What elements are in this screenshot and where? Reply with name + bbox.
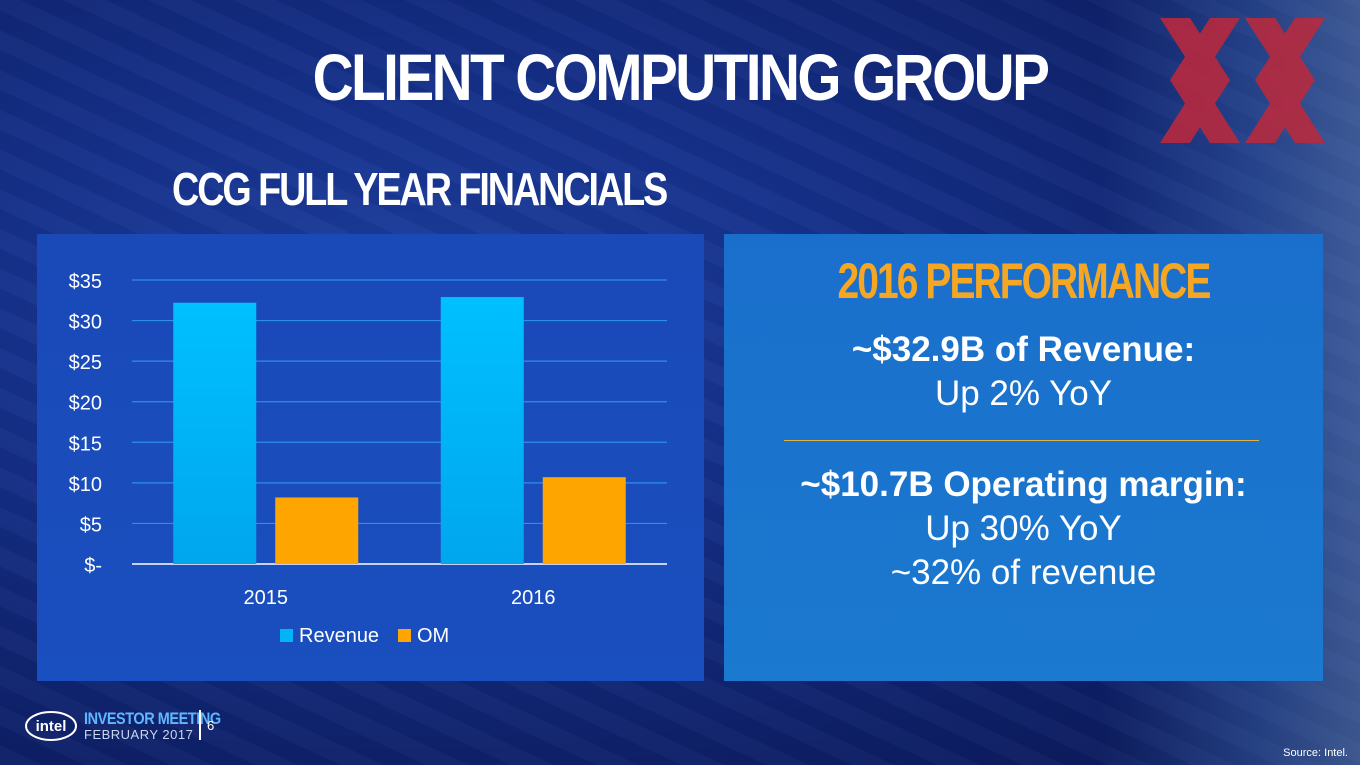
slide-title: CLIENT COMPUTING GROUP xyxy=(312,40,1050,114)
legend-label-revenue: Revenue xyxy=(299,625,379,647)
om-detail: Up 30% YoY xyxy=(925,509,1122,548)
y-tick-label: $- xyxy=(84,555,102,577)
event-date: FEBRUARY 2017 xyxy=(84,727,194,742)
footer-separator xyxy=(199,710,201,740)
y-tick-label: $25 xyxy=(69,352,102,374)
performance-heading: 2016 PERFORMANCE xyxy=(837,253,1212,309)
bar-om-2015 xyxy=(275,497,359,564)
event-name: INVESTOR MEETING xyxy=(84,709,221,728)
bar-om-2016 xyxy=(542,477,626,564)
chart-panel: $- $5 $10 $15 $20 $25 $30 $35 2015 2016 Revenue OM xyxy=(37,234,704,681)
performance-panel: 2016 PERFORMANCE ~$32.9B of Revenue: Up … xyxy=(724,234,1323,681)
page-number: 6 xyxy=(207,718,215,733)
bar-chart: $- $5 $10 $15 $20 $25 $30 $35 2015 2016 Revenue OM xyxy=(69,271,667,647)
bar-revenue-2016 xyxy=(440,297,524,564)
y-tick-label: $35 xyxy=(69,271,102,293)
slide-subtitle: CCG FULL YEAR FINANCIALS xyxy=(172,163,668,215)
x-tick-label: 2015 xyxy=(244,587,289,609)
y-tick-label: $10 xyxy=(69,474,102,496)
om-headline: ~$10.7B Operating margin: xyxy=(800,465,1247,504)
y-tick-label: $30 xyxy=(69,312,102,334)
y-tick-label: $20 xyxy=(69,393,102,415)
divider-line xyxy=(784,440,1259,441)
x-tick-label: 2016 xyxy=(511,587,556,609)
intel-logo: intel xyxy=(25,711,77,741)
intel-logo-text: intel xyxy=(36,718,67,735)
legend-swatch-revenue xyxy=(280,629,293,642)
source-note: Source: Intel. xyxy=(1283,747,1348,759)
om-share: ~32% of revenue xyxy=(890,553,1157,592)
y-tick-label: $15 xyxy=(69,433,102,455)
bar-revenue-2015 xyxy=(173,302,257,564)
revenue-headline: ~$32.9B of Revenue: xyxy=(851,330,1196,369)
legend-label-om: OM xyxy=(417,625,449,647)
y-tick-label: $5 xyxy=(80,514,102,536)
xx-logo xyxy=(1160,18,1325,143)
revenue-detail: Up 2% YoY xyxy=(934,374,1113,413)
legend-swatch-om xyxy=(398,629,411,642)
